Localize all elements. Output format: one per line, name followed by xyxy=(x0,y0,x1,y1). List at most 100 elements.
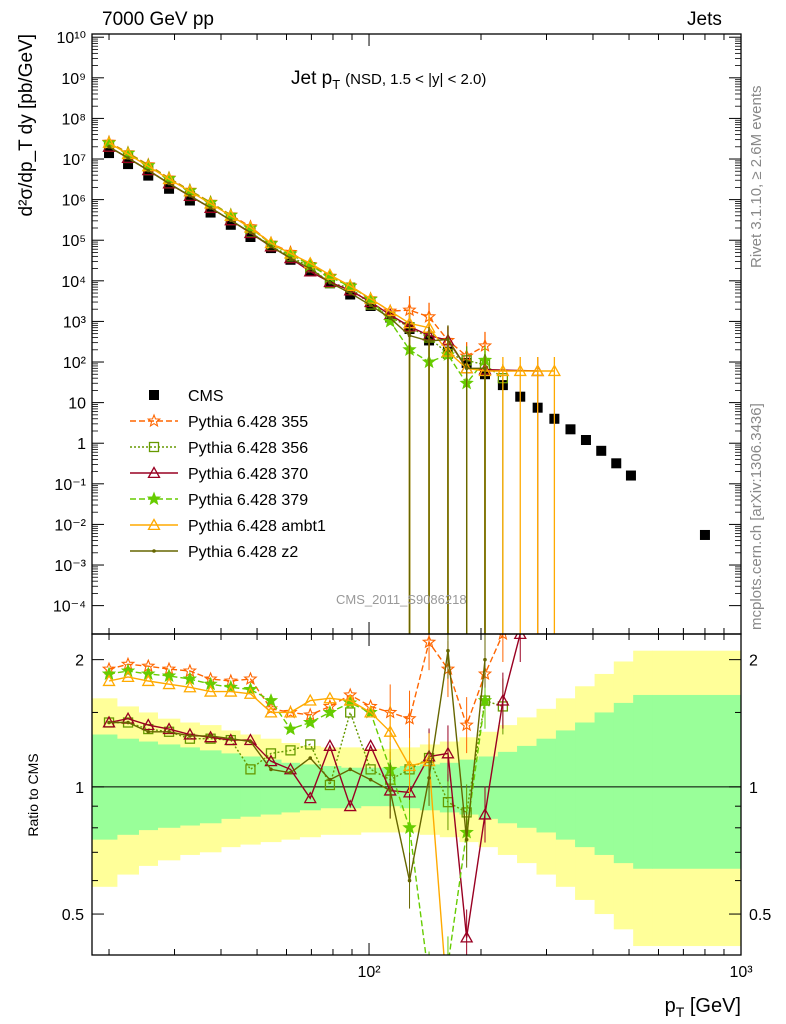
x-axis-label-main: p xyxy=(665,995,676,1017)
ratio-point xyxy=(402,820,417,834)
mc-point xyxy=(483,366,487,371)
legend-label: Pythia 6.428 356 xyxy=(188,440,308,457)
mc-point xyxy=(383,304,397,317)
stat-uncertainty-band xyxy=(613,702,634,864)
ratio-point xyxy=(107,720,111,725)
mc-point xyxy=(547,364,561,377)
stat-uncertainty-band xyxy=(478,756,499,819)
legend-label: Pythia 6.428 379 xyxy=(188,492,308,509)
ratio-point xyxy=(228,736,233,741)
data-point xyxy=(565,424,576,435)
mc-point xyxy=(126,156,130,160)
ratio-point xyxy=(303,715,318,729)
ratio-point xyxy=(343,693,357,706)
ratio-point xyxy=(421,634,437,649)
ratio-y-tick-label-right: 1 xyxy=(749,780,758,797)
mc-point xyxy=(323,268,337,280)
y-tick-label: 10⁷ xyxy=(62,152,86,169)
ratio-point xyxy=(308,756,313,760)
stat-uncertainty-band xyxy=(536,738,557,833)
ratio-point xyxy=(208,734,213,738)
chart-title-cut: (NSD, 1.5 < |y| < 2.0) xyxy=(345,71,486,88)
x-axis-label: pT [GeV] xyxy=(665,995,741,1020)
mcplots-reference: mcplots.cern.ch [arXiv:1306.3436] xyxy=(748,403,765,630)
stat-uncertainty-band xyxy=(220,753,241,819)
data-point xyxy=(625,470,636,481)
stat-uncertainty-band xyxy=(555,730,576,840)
ratio-point xyxy=(343,799,357,812)
legend-marker xyxy=(149,390,159,400)
y-tick-label: 10⁻¹ xyxy=(54,477,86,494)
legend-label: Pythia 6.428 ambt1 xyxy=(188,518,326,535)
mc-point xyxy=(407,333,412,338)
ratio-point xyxy=(348,767,352,772)
header-left: 7000 GeV pp xyxy=(102,9,214,30)
ratio-point xyxy=(102,674,116,687)
ratio-series-line xyxy=(109,699,504,814)
ratio-y-tick-label: 2 xyxy=(75,653,84,670)
analysis-id: CMS_2011_S9086218 xyxy=(336,592,467,607)
y-tick-label: 10⁴ xyxy=(61,274,86,291)
ratio-point xyxy=(368,777,373,782)
y-tick-label: 1 xyxy=(77,436,86,453)
ratio-point xyxy=(146,729,151,734)
ratio-point xyxy=(183,727,197,740)
data-point xyxy=(104,148,115,159)
ratio-point xyxy=(328,777,332,782)
ratio-point xyxy=(323,739,337,751)
ratio-point xyxy=(446,648,450,653)
stat-uncertainty-band xyxy=(157,744,181,828)
mc-point xyxy=(308,266,313,271)
ratio-point xyxy=(513,634,527,640)
ratio-point xyxy=(498,634,508,641)
mc-point xyxy=(464,366,469,371)
ratio-point xyxy=(283,721,298,736)
ratio-series-line xyxy=(108,634,504,728)
legend-marker xyxy=(147,466,161,479)
mc-point xyxy=(427,339,431,343)
ratio-point xyxy=(126,720,130,725)
mc-point xyxy=(208,205,213,210)
legend-marker xyxy=(147,518,161,531)
stat-uncertainty-band xyxy=(575,722,596,848)
mc-point xyxy=(383,313,398,328)
ratio-point xyxy=(203,684,218,697)
ratio-point xyxy=(407,878,412,883)
rivet-version: Rivet 3.1.10, ≥ 2.6M events xyxy=(748,85,765,269)
stat-uncertainty-band xyxy=(439,762,460,813)
x-tick-label: 10² xyxy=(357,964,381,981)
data-point xyxy=(596,445,607,456)
ratio-frame xyxy=(91,633,742,956)
ratio-y-axis-label: Ratio to CMS xyxy=(25,753,41,836)
ratio-point xyxy=(423,974,435,985)
ratio-point xyxy=(323,691,337,704)
data-point xyxy=(164,183,175,194)
y-tick-label: 10 xyxy=(68,396,86,413)
legend-label: Pythia 6.428 355 xyxy=(188,414,308,431)
ratio-point xyxy=(303,693,317,706)
stat-uncertainty-band xyxy=(138,741,159,831)
ratio-point xyxy=(248,739,253,744)
y-axis-label: d²σ/dp_T dy [pb/GeV] xyxy=(16,34,37,216)
legend-label: Pythia 6.428 370 xyxy=(188,466,308,483)
ratio-point xyxy=(364,705,378,718)
ratio-point xyxy=(460,930,474,943)
y-tick-label: 10⁸ xyxy=(61,111,86,128)
mc-point xyxy=(167,181,171,186)
mc-point xyxy=(496,364,510,377)
mc-point xyxy=(248,230,253,235)
ratio-y-tick-label: 1 xyxy=(75,780,84,797)
ratio-point xyxy=(224,684,238,697)
mc-point xyxy=(388,316,392,321)
ratio-point xyxy=(464,837,469,842)
chart-title-sub: T xyxy=(332,77,340,92)
ratio-point xyxy=(263,693,279,707)
mc-point xyxy=(288,256,293,261)
mc-point xyxy=(228,218,233,223)
ratio-point xyxy=(496,693,510,706)
ratio-point xyxy=(265,748,277,759)
mc-point xyxy=(146,168,151,173)
ratio-point xyxy=(243,733,258,746)
ratio-point xyxy=(322,704,338,719)
mc-point xyxy=(531,364,545,377)
